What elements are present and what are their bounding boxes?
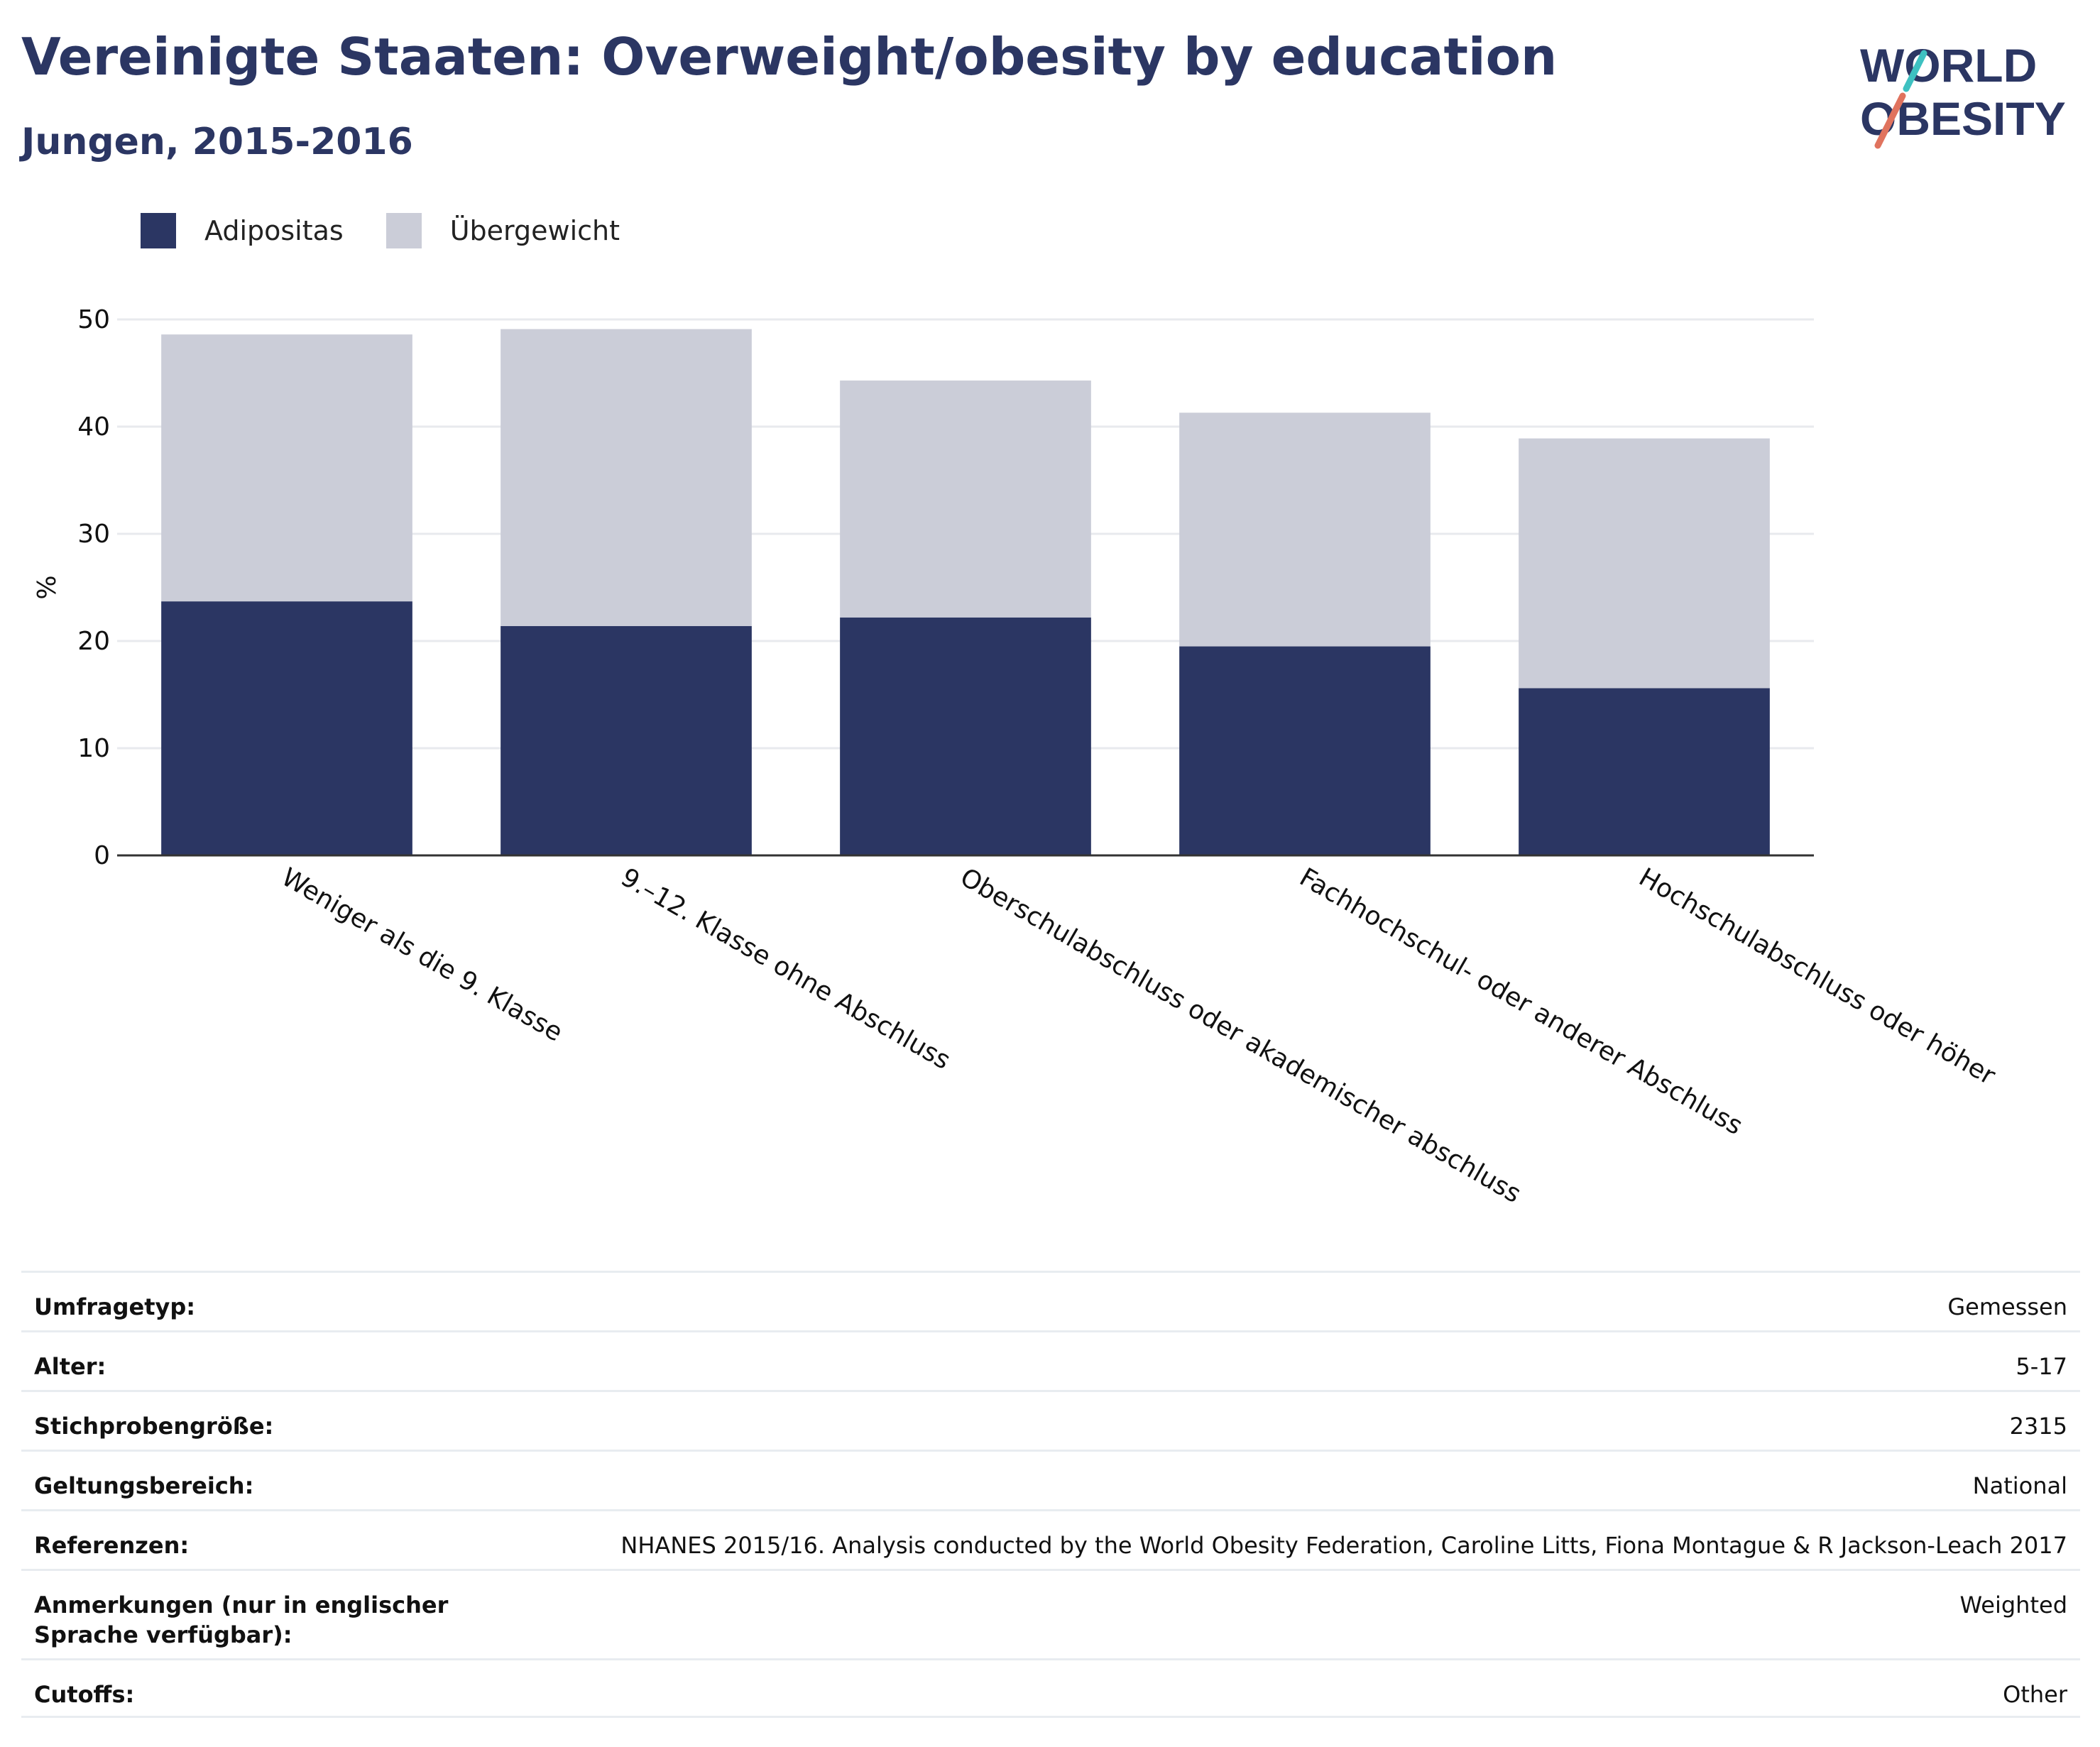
meta-row-cutoffs: Cutoffs: Other bbox=[21, 1658, 2080, 1718]
bar-chart: 0 10 20 30 40 50% Weniger als die 9. Klasse 9.–… bbox=[33, 305, 2001, 1209]
bar-uebergewicht bbox=[1519, 438, 1770, 689]
y-tick-label: 10 bbox=[77, 734, 110, 763]
y-tick-label: 0 bbox=[94, 841, 110, 870]
bar-uebergewicht bbox=[1179, 412, 1431, 647]
bar-adipositas bbox=[840, 617, 1091, 855]
meta-label: Referenzen: bbox=[34, 1532, 190, 1559]
metadata-table: Umfragetyp: Gemessen Alter: 5-17 Stichpr… bbox=[21, 1271, 2080, 1718]
meta-row-age: Alter: 5-17 bbox=[21, 1330, 2080, 1390]
chart-legend: Adipositas Übergewicht bbox=[141, 209, 662, 252]
bar-uebergewicht bbox=[161, 334, 412, 602]
x-tick-label: Weniger als die 9. Klasse bbox=[277, 862, 568, 1047]
legend-item-uebergewicht: Übergewicht bbox=[385, 213, 620, 248]
bar-adipositas bbox=[1179, 646, 1431, 855]
meta-label: Geltungsbereich: bbox=[34, 1472, 254, 1499]
bar-uebergewicht bbox=[501, 329, 752, 626]
meta-value: National bbox=[1972, 1472, 2067, 1499]
x-tick-label: Oberschulabschluss oder akademischer abs… bbox=[956, 862, 1526, 1209]
meta-value: Other bbox=[2003, 1681, 2067, 1708]
meta-value: Gemessen bbox=[1947, 1293, 2067, 1320]
y-tick-label: 30 bbox=[77, 520, 110, 549]
svg-text:WORLD: WORLD bbox=[1860, 39, 2037, 92]
legend-label-uebergewicht: Übergewicht bbox=[449, 215, 620, 246]
bar-adipositas bbox=[161, 601, 412, 855]
legend-swatch-adipositas bbox=[141, 213, 176, 248]
meta-row-sample-size: Stichprobengröße: 2315 bbox=[21, 1390, 2080, 1450]
bar-adipositas bbox=[1519, 688, 1770, 855]
world-obesity-logo: WORLD OBESITY bbox=[1860, 39, 2066, 149]
y-tick-label: 20 bbox=[77, 627, 110, 656]
meta-label: Alter: bbox=[34, 1353, 106, 1380]
meta-row-references: Referenzen: NHANES 2015/16. Analysis con… bbox=[21, 1509, 2080, 1569]
meta-value: Weighted bbox=[1959, 1592, 2067, 1619]
x-tick-label: 9.–12. Klasse ohne Abschluss bbox=[616, 862, 956, 1075]
legend-label-adipositas: Adipositas bbox=[204, 215, 344, 246]
y-tick-label: 50 bbox=[77, 305, 110, 334]
x-tick-label: Hochschulabschluss oder höher bbox=[1634, 862, 2001, 1091]
legend-item-adipositas: Adipositas bbox=[141, 213, 344, 248]
meta-label: Cutoffs: bbox=[34, 1681, 135, 1708]
legend-swatch-uebergewicht bbox=[385, 213, 422, 248]
meta-value: 5-17 bbox=[2016, 1353, 2067, 1380]
chart-title: Vereinigte Staaten: Overweight/obesity b… bbox=[21, 27, 1558, 87]
meta-row-scope: Geltungsbereich: National bbox=[21, 1450, 2080, 1509]
meta-value: NHANES 2015/16. Analysis conducted by th… bbox=[620, 1532, 2067, 1559]
meta-label: Anmerkungen (nur in englischer Sprache v… bbox=[34, 1592, 449, 1648]
meta-row-notes: Anmerkungen (nur in englischer Sprache v… bbox=[21, 1569, 2080, 1658]
meta-value: 2315 bbox=[2009, 1413, 2067, 1440]
bar-uebergewicht bbox=[840, 380, 1091, 618]
meta-label: Stichprobengröße: bbox=[34, 1413, 274, 1440]
y-tick-label: 40 bbox=[77, 412, 110, 442]
y-axis-title: % bbox=[33, 575, 62, 599]
meta-row-survey-type: Umfragetyp: Gemessen bbox=[21, 1271, 2080, 1330]
chart-subtitle: Jungen, 2015-2016 bbox=[21, 121, 413, 163]
meta-label: Umfragetyp: bbox=[34, 1293, 196, 1320]
bar-adipositas bbox=[501, 625, 752, 855]
